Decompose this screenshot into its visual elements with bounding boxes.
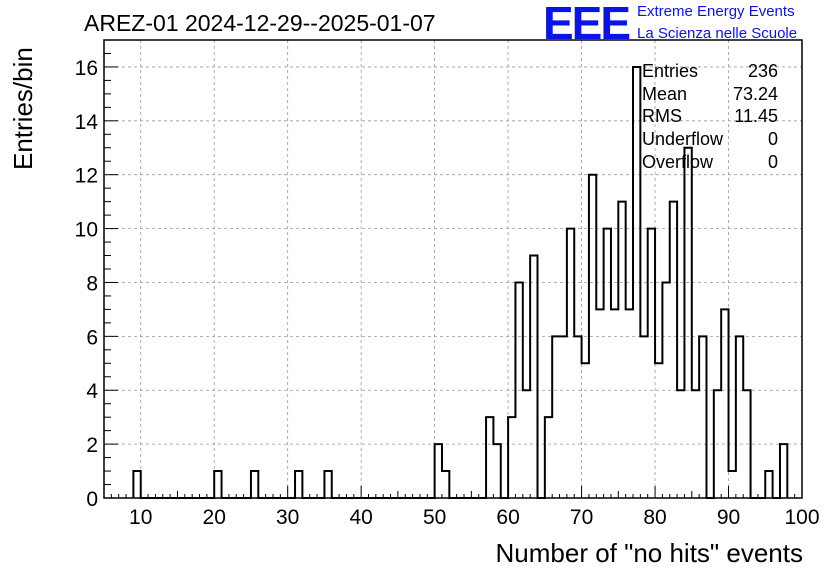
x-tick-label: 20 (203, 506, 226, 529)
x-tick-label: 50 (423, 506, 446, 529)
histogram-bin (530, 256, 537, 498)
stat-overflow-label: Overflow (642, 152, 714, 172)
stat-entries-value: 236 (747, 61, 778, 81)
histogram-bin (721, 309, 728, 498)
stat-underflow-label: Underflow (642, 129, 724, 149)
logo-line-2: La Scienza nelle Scuole (637, 25, 798, 42)
histogram-bin (780, 444, 787, 498)
histogram-bin (560, 336, 567, 498)
stat-entries: Entries 236 (642, 61, 778, 83)
histogram-bin (442, 471, 449, 498)
histogram-bin (626, 309, 633, 498)
histogram-bin (765, 471, 772, 498)
x-tick-label: 100 (784, 506, 819, 529)
stat-overflow: Overflow 0 (642, 152, 778, 174)
stat-rms: RMS 11.45 (642, 106, 778, 128)
histogram-bin (655, 363, 662, 498)
eee-logo-mark: EEE (543, 0, 631, 49)
histogram-bin (699, 336, 706, 498)
histogram-bin (486, 417, 493, 498)
stat-entries-label: Entries (642, 61, 699, 81)
x-tick-label: 10 (129, 506, 152, 529)
y-tick-label: 4 (86, 380, 98, 403)
x-tick-label: 40 (349, 506, 372, 529)
y-tick-label: 14 (75, 111, 99, 134)
histogram-bin (684, 148, 691, 498)
histogram-outline (132, 65, 789, 499)
histogram-bin (545, 417, 552, 498)
stat-mean-label: Mean (642, 84, 688, 104)
x-tick-label: 30 (276, 506, 299, 529)
histogram-bin (596, 309, 603, 498)
chart-title: AREZ-01 2024-12-29--2025-01-07 (84, 10, 436, 36)
x-axis-label: Number of "no hits" events (495, 538, 804, 568)
stat-mean-value: 73.24 (732, 84, 778, 104)
x-tick-label: 90 (717, 506, 740, 529)
stat-overflow-value: 0 (767, 152, 778, 172)
y-tick-label: 12 (75, 165, 98, 188)
histogram-bin (493, 444, 500, 498)
histogram-bin (508, 417, 515, 498)
histogram-bin (214, 471, 221, 498)
logo-line-1: Extreme Energy Events (637, 3, 795, 20)
stat-underflow: Underflow 0 (642, 129, 778, 151)
histogram-bin (736, 336, 743, 498)
histogram-bin (133, 471, 140, 498)
y-tick-label: 2 (86, 434, 98, 457)
eee-logo: EEE (543, 0, 631, 49)
x-tick-labels: 10 20 30 40 50 60 70 80 90 100 (129, 506, 819, 529)
stat-rms-label: RMS (642, 106, 682, 126)
axes (103, 39, 803, 499)
histogram-bin (729, 471, 736, 498)
histogram-bin (251, 471, 258, 498)
y-tick-label: 10 (75, 219, 98, 242)
histogram-series (132, 65, 789, 499)
y-tick-label: 0 (86, 488, 98, 511)
histogram-bin (435, 444, 442, 498)
x-tick-label: 60 (496, 506, 519, 529)
stat-rms-value: 11.45 (734, 106, 778, 126)
histogram-bin (582, 363, 589, 498)
y-tick-labels: 0 2 4 6 8 10 12 14 16 (75, 57, 99, 511)
histogram-bin (574, 336, 581, 498)
stat-underflow-value: 0 (767, 129, 778, 149)
y-tick-label: 16 (75, 57, 98, 80)
x-tick-label: 70 (570, 506, 593, 529)
histogram-bin (295, 471, 302, 498)
x-tick-label: 80 (643, 506, 666, 529)
y-tick-label: 6 (86, 326, 98, 349)
histogram-bin (670, 202, 677, 498)
histogram-bin (648, 229, 655, 498)
histogram-bin (604, 229, 611, 498)
y-tick-label: 8 (86, 272, 98, 295)
histogram-bin (618, 202, 625, 498)
y-axis-label: Entries/bin (8, 47, 38, 170)
histogram-bin (567, 229, 574, 498)
histogram-bin (552, 336, 559, 498)
histogram-bin (640, 336, 647, 498)
histogram-bin (611, 309, 618, 498)
histogram-bin (324, 471, 331, 498)
stat-mean: Mean 73.24 (642, 84, 778, 106)
